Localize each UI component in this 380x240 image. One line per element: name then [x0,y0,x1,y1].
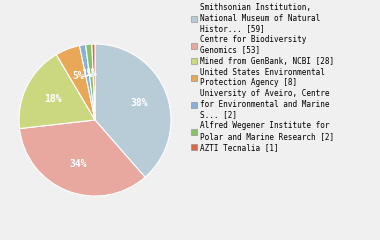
Text: 1%: 1% [81,68,93,78]
Text: 38%: 38% [130,98,148,108]
Text: 18%: 18% [44,94,62,104]
Text: 34%: 34% [69,159,87,169]
Wedge shape [86,44,95,120]
Wedge shape [95,44,171,177]
Wedge shape [19,54,95,129]
Legend: Smithsonian Institution,
National Museum of Natural
Histor... [59], Centre for B: Smithsonian Institution, National Museum… [190,2,335,153]
Wedge shape [79,45,95,120]
Text: 5%: 5% [72,71,84,81]
Wedge shape [92,44,95,120]
Wedge shape [19,120,145,196]
Text: 1%: 1% [85,68,97,78]
Wedge shape [56,46,95,120]
